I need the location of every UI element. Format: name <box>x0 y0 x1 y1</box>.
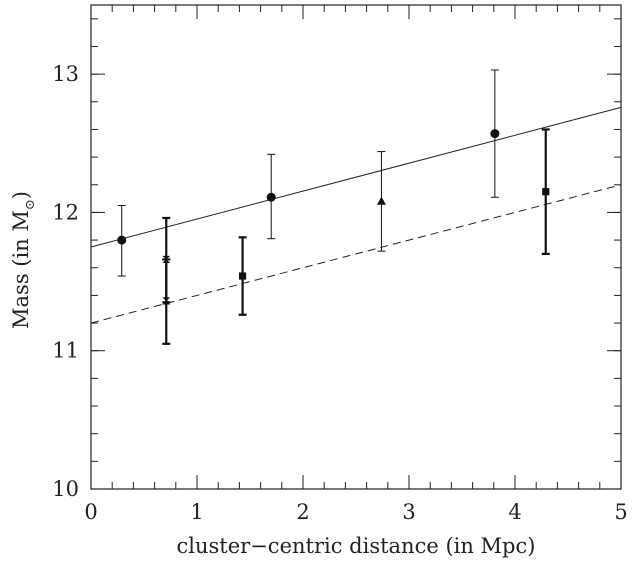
y-axis-title-close: ) <box>9 191 33 199</box>
data-point-hourglass <box>162 258 171 345</box>
y-tick-label: 13 <box>52 62 79 86</box>
solid-fit-line <box>90 106 622 248</box>
x-tick-label: 5 <box>614 500 627 524</box>
data-point-square <box>541 128 550 256</box>
data-point-circle <box>490 69 500 198</box>
dashed-fit-line <box>90 184 622 324</box>
y-axis-title-main: Mass (in M <box>9 210 33 329</box>
x-axis-title: cluster−centric distance (in Mpc) <box>177 534 536 558</box>
square-marker <box>238 272 247 280</box>
y-tick-label: 12 <box>52 200 79 224</box>
data-point-triangle <box>376 151 386 252</box>
plot-frame <box>90 4 622 490</box>
data-point-circle <box>117 205 127 277</box>
x-tick-label: 2 <box>296 500 309 524</box>
x-tick-label: 3 <box>402 500 415 524</box>
hourglass-marker <box>162 297 171 305</box>
axis-ticks <box>90 5 622 490</box>
x-tick-label: 1 <box>190 500 203 524</box>
data-point-circle <box>266 153 276 240</box>
triangle-marker <box>376 196 386 205</box>
data-points <box>117 69 550 345</box>
x-tick-label: 0 <box>84 500 97 524</box>
fit-lines <box>90 106 622 324</box>
y-tick-label: 10 <box>52 477 79 501</box>
circle-marker <box>117 235 127 245</box>
square-marker <box>542 188 550 196</box>
circle-marker <box>490 129 500 139</box>
circle-marker <box>266 192 276 202</box>
y-tick-label: 11 <box>52 339 79 363</box>
x-tick-label: 4 <box>508 500 521 524</box>
y-axis-title: Mass (in M⊙) <box>9 191 38 329</box>
y-axis-title-subscript: ⊙ <box>23 199 38 210</box>
data-point-square <box>238 236 247 316</box>
